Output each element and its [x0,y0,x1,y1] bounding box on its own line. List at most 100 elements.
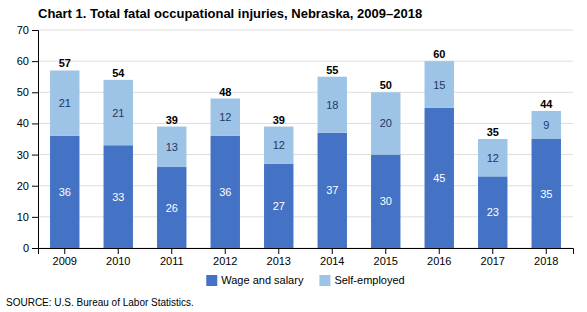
data-label: 21 [59,97,71,109]
data-label: 13 [166,141,178,153]
y-tick-mark [32,123,38,124]
x-tick-mark [118,248,119,254]
legend-label: Wage and salary [221,274,304,286]
x-tick-mark [492,248,493,254]
data-label: 36 [219,186,231,198]
x-tick: 2011 [160,248,184,267]
x-tick: 2016 [427,248,451,267]
x-tick-label: 2015 [374,255,398,267]
bar [425,108,454,248]
y-tick-label: 30 [17,149,29,161]
y-tick-mark [32,30,38,31]
y-tick-label: 70 [17,24,29,36]
data-label: 9 [543,119,549,131]
total-label: 35 [487,126,499,138]
x-tick-label: 2017 [481,255,505,267]
source: SOURCE: U.S. Bureau of Labor Statistics. [6,297,194,308]
legend-swatch [319,275,330,286]
y-tick-label: 10 [17,211,29,223]
x-tick: 2018 [534,248,558,267]
data-label: 23 [487,206,499,218]
total-label: 54 [112,67,125,79]
y-tick-mark [32,217,38,218]
data-label: 20 [380,117,392,129]
data-label: 37 [326,184,338,196]
bar [104,80,133,145]
y-tick: 0 [23,242,38,254]
plot: 2009201020112012201320142015201620172018… [17,24,574,267]
bar [104,145,133,248]
y-tick-label: 60 [17,55,29,67]
y-tick: 10 [17,211,38,223]
y-tick-label: 0 [23,242,29,254]
y-tick-label: 40 [17,117,29,129]
x-tick-label: 2018 [534,255,558,267]
legend-label: Self-employed [334,274,404,286]
y-tick: 40 [17,117,38,129]
bar [532,139,561,248]
bar [425,61,454,108]
data-label: 26 [166,202,178,214]
bar [371,155,400,248]
bar [157,127,186,167]
chart: 2009201020112012201320142015201620172018… [0,0,587,312]
grid-line [38,61,573,62]
x-tick: 2017 [481,248,505,267]
y-tick: 50 [17,86,38,98]
y-tick-mark [32,92,38,93]
y-tick-mark [32,186,38,187]
legend: Wage and salary Self-employed [206,274,404,286]
bar [264,127,293,164]
legend-item: Wage and salary [206,274,304,286]
x-axis-line [39,249,574,255]
data-label: 45 [433,172,445,184]
data-label: 15 [433,79,445,91]
y-axis: 0 10 20 30 40 50 60 70 [17,24,39,254]
y-tick-label: 50 [17,86,29,98]
legend-swatch [206,275,217,286]
y-tick-mark [32,155,38,156]
data-label: 33 [112,191,124,203]
total-label: 39 [273,114,285,126]
x-tick: 2015 [374,248,398,267]
data-label: 36 [59,186,71,198]
x-tick: 2014 [320,248,344,267]
y-tick: 70 [17,24,38,36]
bar [532,111,561,139]
y-axis-line [32,31,39,249]
y-tick-label: 20 [17,180,29,192]
bar [478,176,507,248]
y-tick: 30 [17,149,38,161]
grid [38,30,573,248]
series [50,61,561,176]
bar [264,164,293,248]
bar [50,136,79,248]
data-label: 12 [273,139,285,151]
bar [318,133,347,248]
bars [50,61,561,248]
data-label: 21 [112,107,124,119]
y-tick: 60 [17,55,38,67]
total-label: 60 [433,48,445,60]
x-tick-mark [439,248,440,254]
x-tick-label: 2009 [53,255,77,267]
total-label: 57 [59,57,71,69]
x-tick: 2010 [106,248,130,267]
total-label: 55 [326,64,338,76]
x-tick-label: 2016 [427,255,451,267]
x-tick-label: 2010 [106,255,130,267]
data-label: 27 [273,200,285,212]
x-tick-mark [225,248,226,254]
x-tick: 2009 [53,248,77,267]
data-labels: 3633263627373045233521211312121820151295… [59,48,554,218]
x-axis: 2009 2010 2011 2012 2013 2014 2015 2016 2017 2018 [39,248,574,267]
x-tick-mark [278,248,279,254]
x-tick-label: 2013 [267,255,291,267]
bar [157,167,186,248]
x-tick-mark [64,248,65,254]
x-tick-label: 2012 [213,255,237,267]
bar [50,70,79,135]
x-tick-mark [546,248,547,254]
bar [371,92,400,154]
bar [211,99,240,136]
